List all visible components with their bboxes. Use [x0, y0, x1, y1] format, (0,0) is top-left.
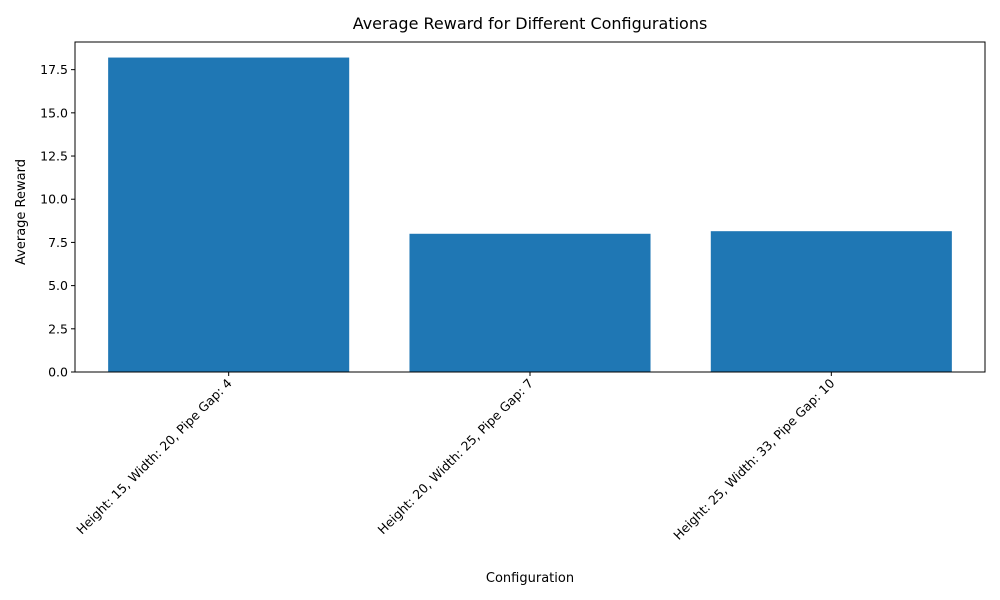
bar	[710, 231, 952, 372]
y-tick-label: 0.0	[48, 365, 68, 380]
chart-title: Average Reward for Different Configurati…	[353, 14, 708, 33]
bar	[409, 233, 651, 372]
x-axis-label: Configuration	[486, 571, 574, 586]
x-tick-label: Height: 15, Width: 20, Pipe Gap: 4	[73, 375, 235, 537]
y-tick-label: 2.5	[48, 321, 68, 336]
y-tick-label: 7.5	[48, 235, 68, 250]
bar	[108, 57, 350, 372]
plot-area: Height: 15, Width: 20, Pipe Gap: 4 Height…	[40, 41, 986, 543]
y-axis-label: Average Reward	[14, 159, 29, 265]
y-tick-label: 10.0	[40, 192, 68, 207]
x-tick-label: Height: 20, Width: 25, Pipe Gap: 7	[375, 376, 537, 538]
y-tick-label: 5.0	[48, 278, 68, 293]
axes-frame	[74, 41, 986, 373]
y-tick-label: 15.0	[40, 105, 68, 120]
y-tick-label: 17.5	[40, 62, 68, 77]
y-tick-label: 12.5	[40, 149, 68, 164]
x-tick-label: Height: 25, Width: 33, Pipe Gap: 10	[670, 375, 837, 542]
